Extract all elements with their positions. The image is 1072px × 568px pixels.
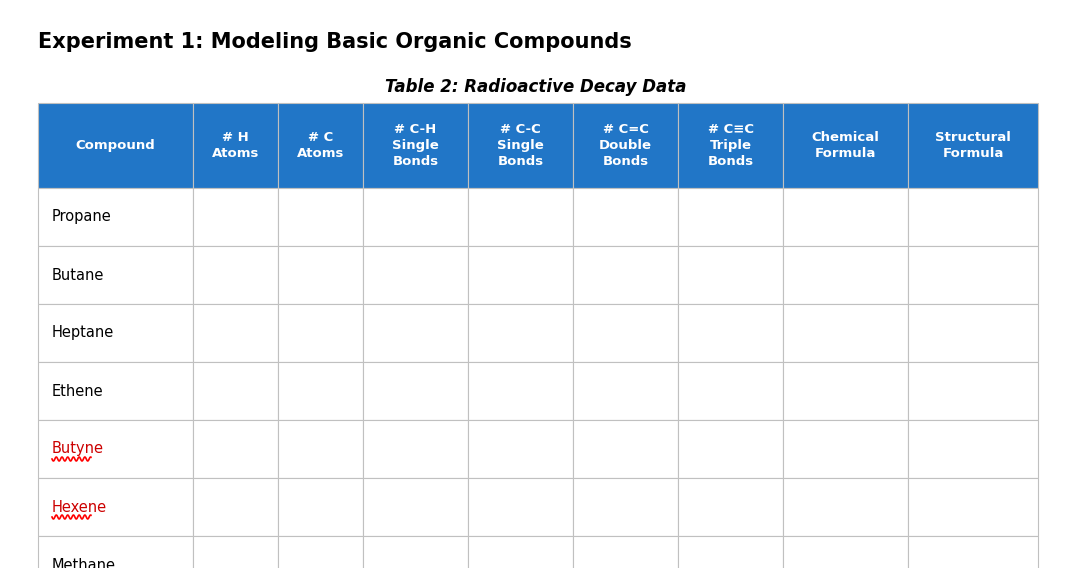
Bar: [278, 362, 363, 420]
Bar: [678, 362, 783, 420]
Bar: [574, 304, 678, 362]
Text: # C≡C
Triple
Bonds: # C≡C Triple Bonds: [708, 123, 754, 168]
Bar: [278, 420, 363, 478]
Bar: [783, 536, 908, 568]
Bar: [783, 304, 908, 362]
Text: Structural
Formula: Structural Formula: [935, 131, 1011, 160]
Text: Compound: Compound: [76, 139, 155, 152]
Bar: [363, 304, 468, 362]
Bar: [783, 103, 908, 188]
Bar: [38, 188, 193, 246]
Bar: [468, 103, 574, 188]
Bar: [574, 536, 678, 568]
Bar: [468, 362, 574, 420]
Text: Table 2: Radioactive Decay Data: Table 2: Radioactive Decay Data: [385, 78, 687, 96]
Bar: [193, 420, 278, 478]
Text: # C-C
Single
Bonds: # C-C Single Bonds: [497, 123, 544, 168]
Bar: [783, 478, 908, 536]
Bar: [908, 188, 1038, 246]
Text: Butane: Butane: [53, 268, 104, 282]
Bar: [278, 103, 363, 188]
Bar: [678, 246, 783, 304]
Bar: [278, 478, 363, 536]
Bar: [574, 103, 678, 188]
Text: Heptane: Heptane: [53, 325, 115, 340]
Bar: [908, 362, 1038, 420]
Bar: [278, 246, 363, 304]
Bar: [783, 246, 908, 304]
Text: Methane: Methane: [53, 558, 116, 568]
Bar: [363, 536, 468, 568]
Bar: [38, 304, 193, 362]
Bar: [678, 103, 783, 188]
Bar: [193, 246, 278, 304]
Bar: [908, 478, 1038, 536]
Text: Experiment 1: Modeling Basic Organic Compounds: Experiment 1: Modeling Basic Organic Com…: [38, 32, 631, 52]
Bar: [363, 478, 468, 536]
Bar: [38, 362, 193, 420]
Bar: [574, 420, 678, 478]
Bar: [574, 478, 678, 536]
Bar: [678, 304, 783, 362]
Bar: [363, 188, 468, 246]
Bar: [468, 420, 574, 478]
Text: # C
Atoms: # C Atoms: [297, 131, 344, 160]
Text: # H
Atoms: # H Atoms: [212, 131, 259, 160]
Bar: [678, 420, 783, 478]
Text: Chemical
Formula: Chemical Formula: [812, 131, 879, 160]
Bar: [38, 103, 193, 188]
Bar: [468, 304, 574, 362]
Bar: [908, 536, 1038, 568]
Text: Ethene: Ethene: [53, 383, 104, 399]
Bar: [38, 478, 193, 536]
Bar: [678, 478, 783, 536]
Text: # C-H
Single
Bonds: # C-H Single Bonds: [392, 123, 438, 168]
Bar: [783, 362, 908, 420]
Bar: [278, 536, 363, 568]
Bar: [574, 188, 678, 246]
Bar: [783, 420, 908, 478]
Bar: [278, 304, 363, 362]
Bar: [278, 188, 363, 246]
Bar: [363, 103, 468, 188]
Bar: [678, 536, 783, 568]
Bar: [363, 362, 468, 420]
Bar: [678, 188, 783, 246]
Bar: [468, 246, 574, 304]
Text: # C=C
Double
Bonds: # C=C Double Bonds: [599, 123, 652, 168]
Bar: [908, 304, 1038, 362]
Bar: [574, 362, 678, 420]
Bar: [908, 103, 1038, 188]
Bar: [193, 536, 278, 568]
Bar: [783, 188, 908, 246]
Bar: [193, 188, 278, 246]
Bar: [193, 304, 278, 362]
Bar: [908, 246, 1038, 304]
Text: Propane: Propane: [53, 210, 111, 224]
Text: Hexene: Hexene: [53, 499, 107, 515]
Bar: [193, 478, 278, 536]
Bar: [38, 536, 193, 568]
Bar: [193, 103, 278, 188]
Bar: [468, 536, 574, 568]
Text: Butyne: Butyne: [53, 441, 104, 457]
Bar: [363, 246, 468, 304]
Bar: [468, 478, 574, 536]
Bar: [363, 420, 468, 478]
Bar: [38, 246, 193, 304]
Bar: [908, 420, 1038, 478]
Bar: [468, 188, 574, 246]
Bar: [38, 420, 193, 478]
Bar: [574, 246, 678, 304]
Bar: [193, 362, 278, 420]
